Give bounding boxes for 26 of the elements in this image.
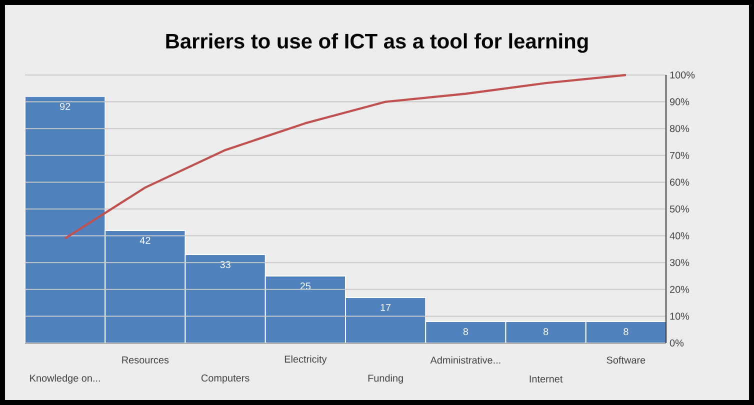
x-tick-label: Resources [122,356,169,364]
y2-tick-label: 60% [670,178,690,186]
x-tick-label: Software [606,356,646,364]
data-label: 17 [380,304,391,311]
data-label: 42 [140,236,150,244]
y2-tick-label: 0% [670,339,684,347]
chart-title: Barriers to use of ICT as a tool for learning [166,33,588,53]
y2-tick-label: 40% [670,232,690,240]
data-label: 8 [543,328,548,336]
data-label: 8 [624,328,628,336]
x-tick-label: Administrative... [430,356,500,364]
y2-tick-label: 20% [670,286,690,293]
y2-tick-label: 10% [670,312,690,320]
x-tick-label: Computers [201,374,250,384]
x-tick-label: Funding [368,374,403,384]
x-tick-label: Internet [530,376,563,382]
y2-tick-label: 80% [670,125,690,132]
data-label: 8 [463,328,468,336]
data-label: 92 [60,102,70,110]
x-tick-label: Electricity [284,355,327,365]
y2-tick-label: 30% [670,259,690,266]
y2-tick-label: 50% [670,205,690,213]
y2-tick-label: 90% [670,98,690,106]
y2-tick-label: 100% [670,71,695,79]
x-tick-label: Knowledge on... [30,374,100,384]
y2-tick-label: 70% [670,152,690,159]
